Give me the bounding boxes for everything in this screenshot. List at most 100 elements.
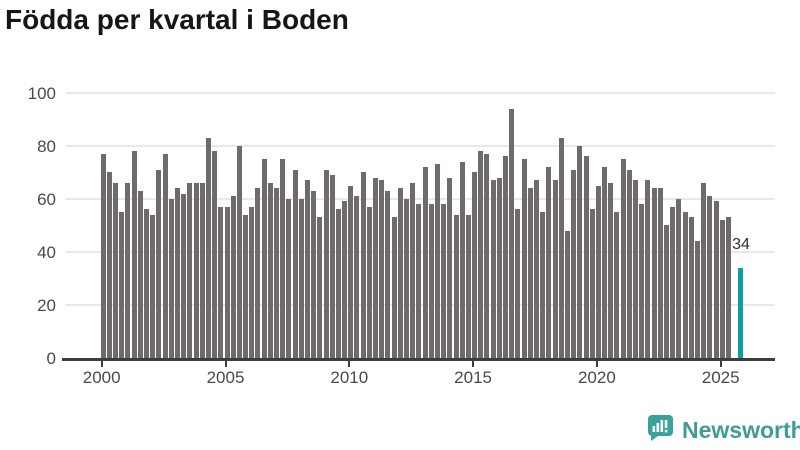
y-tick-label-20: 20 <box>37 295 56 315</box>
bar <box>447 177 453 358</box>
bar <box>459 161 465 358</box>
newsworthy-bar-chart-bubble-icon <box>645 413 675 448</box>
x-tick-label-2025: 2025 <box>701 368 740 387</box>
bar <box>496 177 502 358</box>
bar <box>583 156 589 358</box>
bar <box>187 182 193 358</box>
x-tick-mark-2020 <box>595 360 598 367</box>
bar <box>113 182 119 358</box>
bar <box>267 182 273 358</box>
bar <box>441 204 447 358</box>
bar <box>515 209 521 358</box>
y-tick-label-100: 100 <box>27 83 56 103</box>
bar <box>100 153 106 358</box>
highlight-value-label: 34 <box>732 236 750 253</box>
bar <box>354 196 360 358</box>
bar <box>342 201 348 358</box>
bar <box>298 198 304 358</box>
gridline-100 <box>66 91 775 94</box>
bar <box>385 190 391 358</box>
bar <box>404 198 409 358</box>
bar <box>490 180 496 358</box>
bar <box>608 182 614 358</box>
bar <box>472 172 478 358</box>
x-tick-label-2005: 2005 <box>206 368 245 387</box>
bar <box>682 212 688 358</box>
bar <box>106 172 112 358</box>
bar <box>125 182 131 358</box>
bar <box>366 206 372 358</box>
bar <box>181 193 187 358</box>
bar <box>725 217 731 358</box>
bar <box>552 180 558 358</box>
bar <box>156 169 162 358</box>
bar <box>243 214 249 358</box>
bar <box>410 182 416 358</box>
bar <box>131 151 137 358</box>
bar <box>521 159 527 358</box>
bar <box>224 206 230 358</box>
bar <box>119 212 125 358</box>
bar <box>645 180 651 358</box>
bar <box>713 201 719 358</box>
bar <box>323 169 329 358</box>
bar <box>534 180 539 358</box>
bar <box>348 185 354 358</box>
bar <box>564 230 570 358</box>
bar <box>657 188 663 358</box>
bar <box>397 188 403 358</box>
y-tick-label-60: 60 <box>37 189 56 209</box>
bar <box>286 198 292 358</box>
bar <box>670 206 676 358</box>
bar <box>639 204 645 358</box>
bar <box>719 220 725 358</box>
x-tick-mark-2010 <box>348 360 351 367</box>
bar <box>527 188 533 358</box>
x-axis-line <box>62 358 775 361</box>
bar <box>212 151 218 358</box>
bar <box>701 182 707 358</box>
bar <box>546 166 552 358</box>
gridline-80 <box>66 144 775 147</box>
x-tick-label-2020: 2020 <box>577 368 616 387</box>
bar <box>249 206 255 358</box>
bar <box>304 180 310 358</box>
bar <box>230 196 236 358</box>
y-tick-label-0: 0 <box>46 349 56 368</box>
bar <box>416 204 422 358</box>
bar <box>274 188 280 358</box>
bar <box>329 174 335 358</box>
bar <box>428 204 434 358</box>
bar <box>602 166 608 358</box>
bar <box>540 212 546 358</box>
y-tick-label-80: 80 <box>37 136 56 156</box>
bar <box>503 156 509 358</box>
bar <box>144 209 150 358</box>
bar <box>168 198 174 358</box>
bar <box>465 214 471 358</box>
bar <box>484 153 490 358</box>
x-tick-label-2010: 2010 <box>330 368 369 387</box>
bar <box>676 198 682 358</box>
x-tick-mark-2015 <box>472 360 475 367</box>
bar <box>137 190 143 358</box>
bar <box>391 217 397 358</box>
bar <box>595 185 601 358</box>
bar <box>292 169 298 358</box>
bar <box>422 166 428 358</box>
y-tick-label-40: 40 <box>37 242 56 262</box>
x-tick-mark-2000 <box>100 360 103 367</box>
bar <box>571 169 577 358</box>
bar <box>360 172 366 358</box>
bar <box>373 177 379 358</box>
bar <box>311 190 317 358</box>
bar <box>633 180 639 358</box>
bar <box>614 212 620 358</box>
bar <box>509 108 515 358</box>
bar <box>453 214 459 358</box>
bar <box>626 169 632 358</box>
newsworthy-logo: Newsworthy <box>645 413 800 448</box>
bar <box>651 188 657 358</box>
bar <box>199 182 205 358</box>
